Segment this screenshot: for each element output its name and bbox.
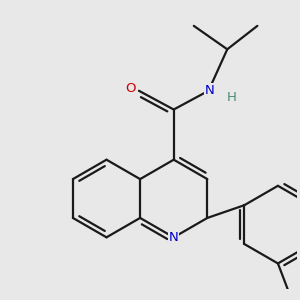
Text: N: N: [169, 231, 178, 244]
Text: H: H: [227, 91, 237, 104]
Text: O: O: [125, 82, 136, 94]
Text: N: N: [205, 84, 215, 97]
